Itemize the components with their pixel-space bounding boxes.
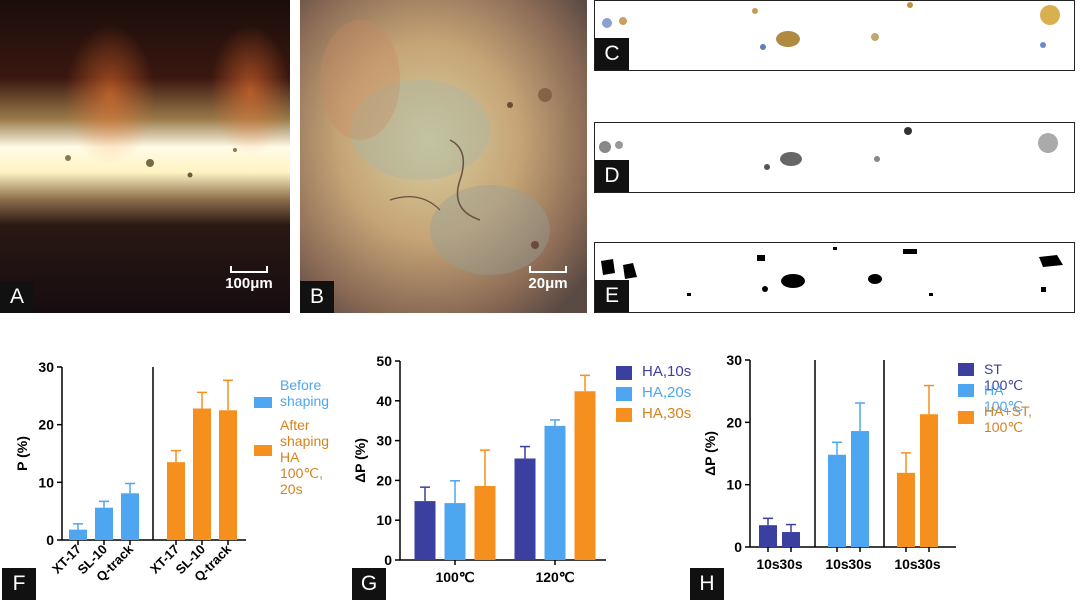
g-bar-g0-s2 (474, 485, 496, 560)
legend-g-label-30s: HA,30s (642, 405, 692, 422)
h-bar-1 (782, 532, 800, 547)
f-bar-1 (95, 507, 113, 540)
strip-e-image (601, 247, 1063, 296)
h-y-axis-label: ΔP (%) (702, 431, 718, 476)
h-y-tick-label-3: 30 (726, 352, 742, 368)
scale-label-b: 20μm (528, 275, 568, 292)
micrograph-b: 20μm B (300, 0, 587, 313)
h-bar-4 (897, 472, 915, 547)
legend-h-label-st: ST 100℃ (984, 361, 1024, 393)
h-x-tick-label-4: 10s (894, 556, 918, 572)
f-y-tick-label-3: 30 (38, 359, 54, 375)
h-x-tick-label-0: 10s (756, 556, 780, 572)
f-y-tick-label-2: 20 (38, 417, 54, 433)
g-y-tick-label-0: 0 (384, 552, 392, 568)
f-bar-2 (121, 493, 139, 540)
strip-d-image (599, 127, 1058, 170)
legend-f-swatch-before (254, 397, 272, 408)
g-y-tick-label-2: 20 (376, 472, 392, 488)
micrograph-b-image (300, 0, 587, 313)
g-y-tick-label-4: 40 (376, 393, 392, 409)
h-y-tick-label-2: 20 (726, 414, 742, 430)
legend-h-swatch-hast (958, 411, 974, 424)
legend-h-label-ha: HA 100℃ (984, 382, 1024, 414)
strip-c: C (594, 0, 1075, 71)
h-x-tick-label-5: 30s (917, 556, 941, 572)
g-bar-g1-s2 (574, 391, 596, 560)
strip-e: E (594, 242, 1075, 313)
panel-label-e: E (595, 280, 629, 312)
legend-g-swatch-30s (616, 408, 632, 422)
panel-label-a: A (0, 281, 34, 313)
f-y-axis-label: P (%) (14, 436, 30, 471)
h-x-tick-label-2: 10s (825, 556, 849, 572)
f-y-tick-label-1: 10 (38, 474, 54, 490)
legend-g-label-20s: HA,20s (642, 384, 692, 401)
g-bar-g0-s1 (444, 503, 466, 560)
panel-label-b: B (300, 281, 334, 313)
g-bar-g1-s1 (544, 425, 566, 560)
h-x-tick-label-3: 30s (848, 556, 872, 572)
legend-g: HA,10s HA,20s HA,30s (616, 364, 716, 434)
g-y-tick-label-5: 50 (376, 353, 392, 369)
h-bar-3 (851, 431, 869, 547)
h-bar-2 (828, 454, 846, 547)
panel-label-c: C (595, 38, 629, 70)
f-bar-3 (167, 462, 185, 540)
legend-g-swatch-10s (616, 366, 632, 380)
h-y-tick-label-1: 10 (726, 477, 742, 493)
f-bar-4 (193, 408, 211, 540)
scale-bar-a: 100μm (214, 266, 284, 292)
h-y-tick-label-0: 0 (734, 539, 742, 555)
f-y-tick-label-0: 0 (46, 532, 54, 548)
strip-d: D (594, 122, 1075, 193)
legend-h: ST 100℃ HA 100℃ HA+ST, 100℃ (958, 361, 1073, 451)
g-bar-g0-s0 (414, 501, 436, 560)
g-y-axis-label: ΔP (%) (352, 438, 368, 483)
g-y-tick-label-1: 10 (376, 512, 392, 528)
micrograph-a-image (0, 0, 290, 313)
g-bar-g1-s0 (514, 458, 536, 560)
micrograph-a: 100μm A (0, 0, 290, 313)
panel-label-g: G (352, 568, 386, 600)
f-bar-5 (219, 410, 237, 540)
legend-f-label-after: After shaping HA 100℃, 20s (280, 417, 330, 497)
legend-f-label-before: Before shaping (280, 377, 330, 409)
legend-g-label-10s: HA,10s (642, 363, 692, 380)
h-bar-0 (759, 525, 777, 547)
chart-g: 0 10 20 30 40 50 ΔP (%) 100℃ 120℃ (352, 353, 606, 585)
scale-bar-b: 20μm (518, 266, 578, 292)
g-x-tick-label-1: 120℃ (535, 569, 574, 585)
strip-c-image (602, 2, 1060, 50)
g-y-tick-label-3: 30 (376, 433, 392, 449)
panel-label-h: H (690, 568, 724, 600)
legend-f: Before shaping After shaping HA 100℃, 20… (254, 377, 344, 497)
legend-h-label-hast: HA+ST, 100℃ (984, 403, 1032, 435)
g-x-tick-label-0: 100℃ (435, 569, 474, 585)
panel-label-d: D (595, 160, 629, 192)
h-x-tick-label-1: 30s (779, 556, 803, 572)
legend-h-swatch-st (958, 363, 974, 376)
legend-f-swatch-after (254, 445, 272, 456)
scale-label-a: 100μm (225, 275, 273, 292)
panel-label-f: F (2, 568, 36, 600)
f-bar-0 (69, 529, 87, 540)
legend-h-swatch-ha (958, 384, 974, 397)
h-bar-5 (920, 414, 938, 547)
legend-g-swatch-20s (616, 387, 632, 401)
